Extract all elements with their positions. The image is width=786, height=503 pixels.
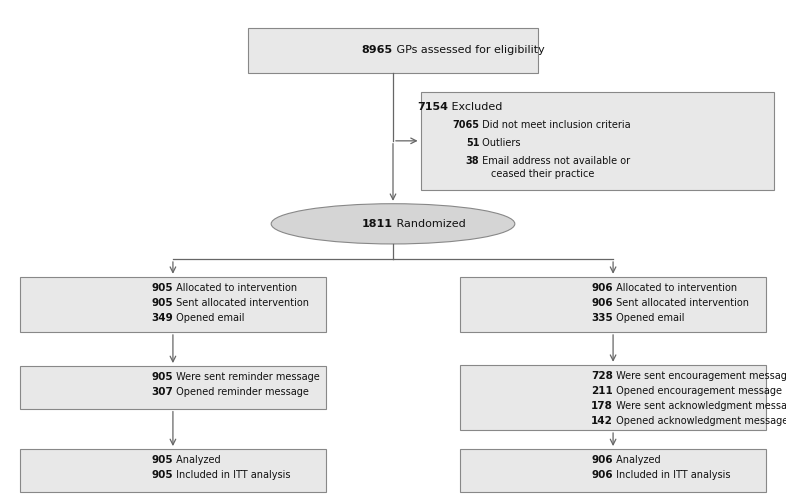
Text: 211: 211 bbox=[591, 386, 613, 396]
Text: Sent allocated intervention: Sent allocated intervention bbox=[613, 298, 749, 308]
Text: Opened email: Opened email bbox=[173, 313, 244, 323]
Text: Outliers: Outliers bbox=[479, 138, 521, 148]
Text: 1811: 1811 bbox=[362, 219, 393, 229]
FancyBboxPatch shape bbox=[20, 366, 326, 408]
Text: 906: 906 bbox=[591, 298, 613, 308]
Text: 8965: 8965 bbox=[362, 45, 393, 55]
Text: 142: 142 bbox=[591, 416, 613, 426]
Text: 51: 51 bbox=[466, 138, 479, 148]
Text: Opened encouragement message: Opened encouragement message bbox=[613, 386, 782, 396]
Text: Analyzed: Analyzed bbox=[173, 455, 221, 465]
FancyBboxPatch shape bbox=[20, 277, 326, 332]
FancyBboxPatch shape bbox=[20, 449, 326, 492]
Text: 335: 335 bbox=[591, 313, 613, 323]
Text: Excluded: Excluded bbox=[448, 102, 502, 112]
Text: Included in ITT analysis: Included in ITT analysis bbox=[613, 470, 730, 480]
FancyBboxPatch shape bbox=[460, 277, 766, 332]
Text: 349: 349 bbox=[151, 313, 173, 323]
Text: Sent allocated intervention: Sent allocated intervention bbox=[173, 298, 309, 308]
FancyBboxPatch shape bbox=[421, 92, 774, 190]
Text: 905: 905 bbox=[151, 283, 173, 293]
FancyBboxPatch shape bbox=[248, 28, 538, 73]
Text: Allocated to intervention: Allocated to intervention bbox=[173, 283, 297, 293]
Text: 7154: 7154 bbox=[417, 102, 448, 112]
Text: 307: 307 bbox=[151, 387, 173, 397]
Text: 7065: 7065 bbox=[453, 120, 479, 130]
Text: 178: 178 bbox=[591, 401, 613, 411]
Text: Analyzed: Analyzed bbox=[613, 455, 661, 465]
Text: Randomized: Randomized bbox=[393, 219, 466, 229]
Text: 906: 906 bbox=[591, 455, 613, 465]
Text: Opened email: Opened email bbox=[613, 313, 685, 323]
FancyBboxPatch shape bbox=[460, 449, 766, 492]
Text: 905: 905 bbox=[151, 470, 173, 480]
Text: Were sent acknowledgment message: Were sent acknowledgment message bbox=[613, 401, 786, 411]
Text: 906: 906 bbox=[591, 470, 613, 480]
Ellipse shape bbox=[271, 204, 515, 244]
Text: 905: 905 bbox=[151, 455, 173, 465]
Text: Opened reminder message: Opened reminder message bbox=[173, 387, 309, 397]
Text: Allocated to intervention: Allocated to intervention bbox=[613, 283, 737, 293]
Text: 728: 728 bbox=[591, 371, 613, 381]
Text: Opened acknowledgment message: Opened acknowledgment message bbox=[613, 416, 786, 426]
Text: ceased their practice: ceased their practice bbox=[491, 170, 595, 179]
Text: 38: 38 bbox=[466, 156, 479, 166]
Text: 905: 905 bbox=[151, 372, 173, 382]
Text: GPs assessed for eligibility: GPs assessed for eligibility bbox=[393, 45, 545, 55]
Text: Did not meet inclusion criteria: Did not meet inclusion criteria bbox=[479, 120, 631, 130]
Text: Email address not available or: Email address not available or bbox=[479, 156, 630, 166]
Text: 906: 906 bbox=[591, 283, 613, 293]
Text: Included in ITT analysis: Included in ITT analysis bbox=[173, 470, 290, 480]
Text: Were sent reminder message: Were sent reminder message bbox=[173, 372, 320, 382]
Text: 905: 905 bbox=[151, 298, 173, 308]
Text: Were sent encouragement message: Were sent encouragement message bbox=[613, 371, 786, 381]
FancyBboxPatch shape bbox=[460, 365, 766, 430]
